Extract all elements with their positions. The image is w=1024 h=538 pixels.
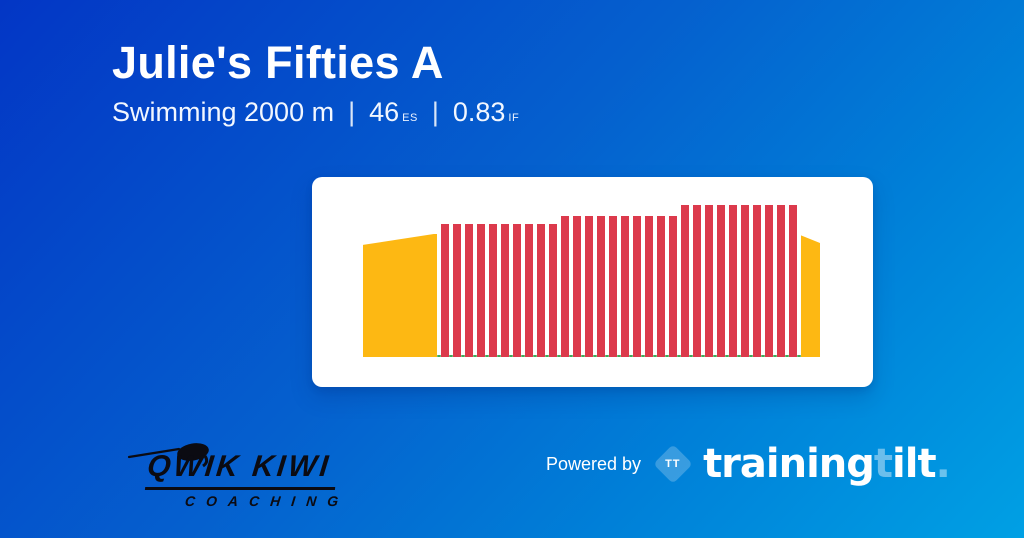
trainingtilt-wordmark: training t ilt. <box>703 441 951 487</box>
rest-marker <box>677 355 681 357</box>
interval-bar <box>561 216 569 357</box>
interval-bar <box>717 205 725 357</box>
wordmark-ilt: ilt <box>892 441 937 487</box>
interval-bar <box>681 205 689 357</box>
rest-marker <box>581 355 585 357</box>
rest-marker <box>737 355 741 357</box>
rest-marker <box>461 355 465 357</box>
workout-chart <box>363 201 820 357</box>
interval-bar <box>501 224 509 357</box>
coach-logo-name: QWIK KIWI <box>144 450 339 490</box>
rest-marker <box>533 355 537 357</box>
workout-title: Julie's Fifties A <box>112 37 444 88</box>
rest-marker <box>437 355 441 357</box>
interval-bar <box>465 224 473 357</box>
activity-distance: Swimming 2000 m <box>112 96 335 127</box>
interval-bar <box>537 224 545 357</box>
powered-by-label: Powered by <box>546 453 642 474</box>
rest-marker <box>749 355 753 357</box>
rest-marker <box>725 355 729 357</box>
rest-marker <box>605 355 609 357</box>
header: Julie's Fifties A Swimming 2000 m | 46 E… <box>112 38 519 126</box>
rest-marker <box>509 355 513 357</box>
rest-marker <box>545 355 549 357</box>
stat-if-value: 0.83 <box>452 96 506 127</box>
rest-marker <box>569 355 573 357</box>
warm-up-ramp <box>363 233 437 357</box>
stat-if-unit: IF <box>508 111 520 124</box>
rest-marker <box>497 355 501 357</box>
wordmark-ghost-dot: . <box>935 441 951 487</box>
rest-marker <box>557 355 561 357</box>
interval-bar <box>669 216 677 357</box>
rest-marker <box>773 355 777 357</box>
coach-logo-tagline: COACHING <box>184 493 351 509</box>
trainingtilt-icon-letters: TT <box>665 457 681 470</box>
interval-bar <box>609 216 617 357</box>
rest-marker <box>485 355 489 357</box>
interval-bar <box>441 224 449 357</box>
coach-logo: QWIK KIWI COACHING <box>127 438 403 509</box>
cool-down-ramp <box>801 235 820 357</box>
rest-marker <box>797 355 801 357</box>
rest-marker <box>761 355 765 357</box>
stat-es-unit: ES <box>402 111 418 124</box>
interval-bar <box>477 224 485 357</box>
kiwi-bird-icon <box>127 443 209 468</box>
separator-pipe: | <box>348 96 356 127</box>
interval-bar <box>633 216 641 357</box>
interval-bar <box>765 205 773 357</box>
interval-bar <box>753 205 761 357</box>
rest-marker <box>785 355 789 357</box>
rest-marker <box>617 355 621 357</box>
interval-bar <box>453 224 461 357</box>
interval-bar <box>597 216 605 357</box>
rest-marker <box>521 355 525 357</box>
rest-marker <box>653 355 657 357</box>
rest-marker <box>701 355 705 357</box>
powered-by-block: Powered by TT training t ilt. <box>546 441 951 487</box>
interval-bar <box>729 205 737 357</box>
chart-card <box>312 177 873 387</box>
rest-marker <box>593 355 597 357</box>
interval-bar <box>549 224 557 357</box>
stat-es-value: 46 <box>369 96 400 127</box>
rest-marker <box>473 355 477 357</box>
interval-bar <box>513 224 521 357</box>
rest-marker <box>665 355 669 357</box>
interval-bar <box>525 224 533 357</box>
workout-subtitle: Swimming 2000 m | 46 ES | 0.83 IF <box>112 96 520 127</box>
interval-bar <box>789 205 797 357</box>
rest-marker <box>713 355 717 357</box>
interval-bar <box>741 205 749 357</box>
rest-marker <box>641 355 645 357</box>
interval-bar <box>693 205 701 357</box>
interval-bar <box>489 224 497 357</box>
trainingtilt-diamond-icon: TT <box>653 444 693 484</box>
interval-bar <box>621 216 629 357</box>
interval-bar <box>585 216 593 357</box>
interval-bar <box>573 216 581 357</box>
wordmark-training: training <box>703 441 875 487</box>
rest-marker <box>629 355 633 357</box>
interval-bar <box>657 216 665 357</box>
rest-marker <box>689 355 693 357</box>
wordmark-ghost-t: t <box>873 441 893 487</box>
interval-bar <box>705 205 713 357</box>
separator-pipe: | <box>431 96 439 127</box>
rest-marker <box>449 355 453 357</box>
interval-bar <box>645 216 653 357</box>
interval-bar <box>777 205 785 357</box>
